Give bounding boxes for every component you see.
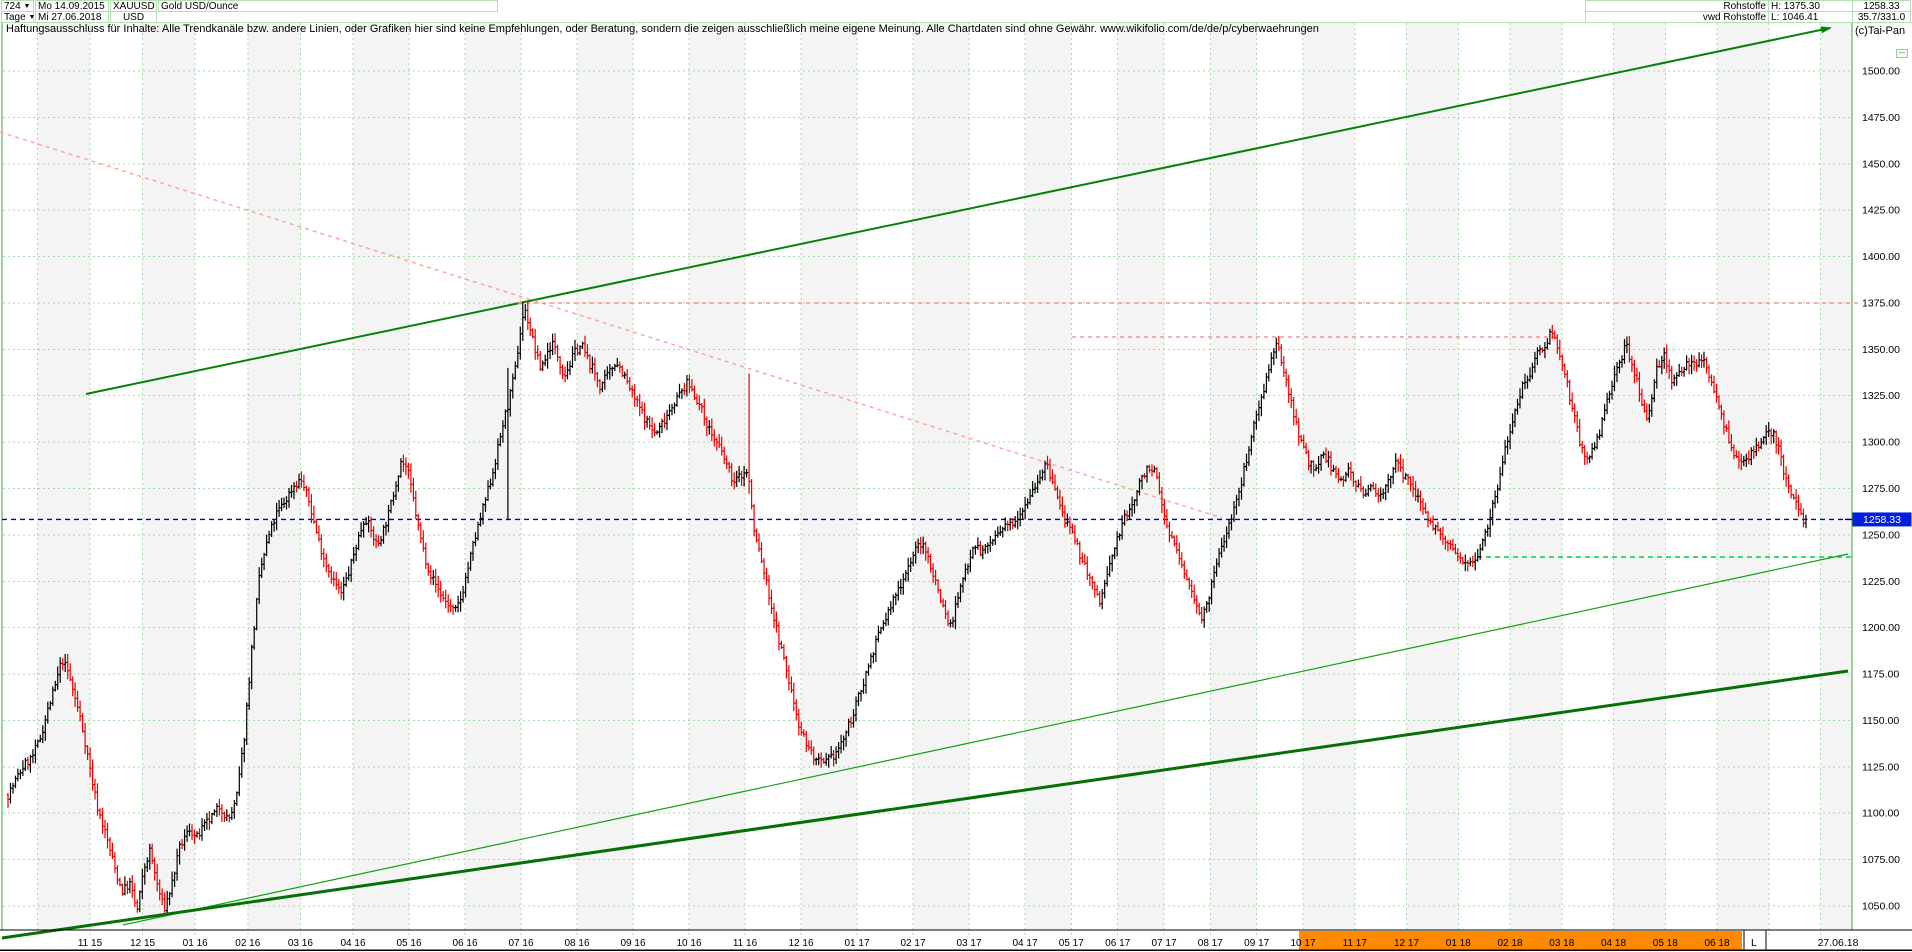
month-label: 05 16	[396, 938, 421, 949]
month-label: 02 18	[1497, 938, 1522, 949]
chevron-down-icon: ▼	[23, 3, 31, 10]
month-label: 10 16	[676, 938, 701, 949]
price-axis-label: 1175.00	[1862, 669, 1899, 681]
month-label: 03 16	[288, 938, 313, 949]
month-label: 02 17	[900, 938, 925, 949]
month-label: 01 16	[183, 938, 208, 949]
month-label: 11 17	[1343, 938, 1368, 949]
price-axis-label: 1100.00	[1862, 808, 1899, 820]
month-label: 12 17	[1394, 938, 1419, 949]
price-axis-label: 1075.00	[1862, 854, 1900, 866]
trendlines	[0, 26, 1861, 940]
price-axis-label: 1450.00	[1862, 158, 1900, 170]
price-axis-label: 1250.00	[1862, 529, 1900, 541]
month-label: 01 17	[844, 938, 869, 949]
month-label: 09 17	[1244, 938, 1269, 949]
bars-count-dropdown[interactable]: 724 ▼	[1, 0, 34, 12]
month-label: 06 18	[1704, 938, 1729, 949]
bars-count-value: 724	[4, 1, 21, 12]
price-axis-label: 1500.00	[1862, 66, 1900, 78]
price-axis-label: 1275.00	[1862, 483, 1900, 495]
month-label: 07 17	[1151, 938, 1176, 949]
month-label: 07 16	[508, 938, 533, 949]
price-axis-label: 1425.00	[1862, 205, 1900, 217]
thin-green-support[interactable]	[122, 553, 1849, 926]
pink-falling-resistance[interactable]	[0, 131, 1223, 519]
timeframe-value: Tage	[4, 12, 26, 23]
last-price-tag-box	[1852, 512, 1912, 527]
provider-label: vwd Rohstoffe	[1585, 11, 1769, 23]
price-axis-label: 1150.00	[1862, 715, 1899, 727]
month-label: 09 16	[620, 938, 645, 949]
timeframe-dropdown[interactable]: Tage ▼	[1, 11, 36, 23]
price-axis-label: 1300.00	[1862, 437, 1900, 449]
month-label: 03 17	[956, 938, 981, 949]
time-axis: 11 15 12 15 01 16 02 16 03 16 04 16 05 16 06 16…	[0, 929, 1912, 951]
month-label: 08 16	[564, 938, 589, 949]
corner-mode-label: L	[1751, 937, 1757, 949]
disclaimer-text: Haftungsausschluss für Inhalte: Alle Tre…	[6, 23, 1319, 35]
price-axis-label: 1050.00	[1862, 901, 1900, 913]
month-label: 03 18	[1549, 938, 1574, 949]
price-bars	[6, 302, 1808, 913]
up-bars	[9, 302, 1808, 913]
upper-green-channel[interactable]	[85, 27, 1831, 395]
month-label: 10 17	[1290, 938, 1315, 949]
price-axis-label: 1325.00	[1862, 390, 1900, 402]
range-info-label: 35.7/331.0	[1852, 11, 1911, 23]
month-label: 12 16	[788, 938, 813, 949]
month-label: 04 16	[340, 938, 365, 949]
month-label: 04 17	[1012, 938, 1037, 949]
minimize-icon[interactable]	[1896, 49, 1908, 58]
highlighted-date-range[interactable]	[1299, 931, 1742, 950]
period-low-label: L: 1046.41	[1768, 11, 1853, 23]
month-label: 01 18	[1446, 938, 1471, 949]
month-label: 06 16	[452, 938, 477, 949]
month-label: 04 18	[1601, 938, 1626, 949]
month-label: 12 15	[130, 938, 155, 949]
chevron-down-icon: ▼	[28, 14, 36, 21]
column-bands	[37, 23, 1852, 930]
price-axis-label: 1350.00	[1862, 344, 1900, 356]
instrument-name: Gold USD/Ounce	[158, 0, 498, 12]
upper-green-channel-arrowhead	[1820, 26, 1832, 34]
month-label: 02 16	[235, 938, 260, 949]
price-axis-label: 1125.00	[1862, 761, 1899, 773]
price-axis: 1500.00 1475.00 1450.00 1425.00 1400.00 1375.…	[1862, 66, 1900, 913]
price-axis-label: 1225.00	[1862, 576, 1900, 588]
down-bars	[6, 302, 1805, 913]
price-axis-label: 1375.00	[1862, 297, 1900, 309]
price-axis-label: 1475.00	[1862, 112, 1900, 124]
month-label: 11 15	[78, 938, 103, 949]
price-axis-label: 1400.00	[1862, 251, 1900, 263]
thick-green-support[interactable]	[1, 669, 1849, 940]
last-price-tag: 1258.33	[1845, 512, 1912, 527]
corner-date-label: 27.06.18	[1818, 937, 1859, 949]
copyright-label: (c)Tai-Pan	[1855, 25, 1906, 37]
month-label: 05 18	[1653, 938, 1678, 949]
month-label: 05 17	[1059, 938, 1084, 949]
last-price-tag-text: 1258.33	[1863, 514, 1901, 526]
end-date-field[interactable]: Mi 27.06.2018	[35, 11, 109, 23]
month-label: 06 17	[1105, 938, 1130, 949]
currency-field: USD	[110, 11, 157, 23]
month-label: 11 16	[733, 938, 758, 949]
price-axis-label: 1200.00	[1862, 622, 1900, 634]
month-label: 08 17	[1198, 938, 1223, 949]
